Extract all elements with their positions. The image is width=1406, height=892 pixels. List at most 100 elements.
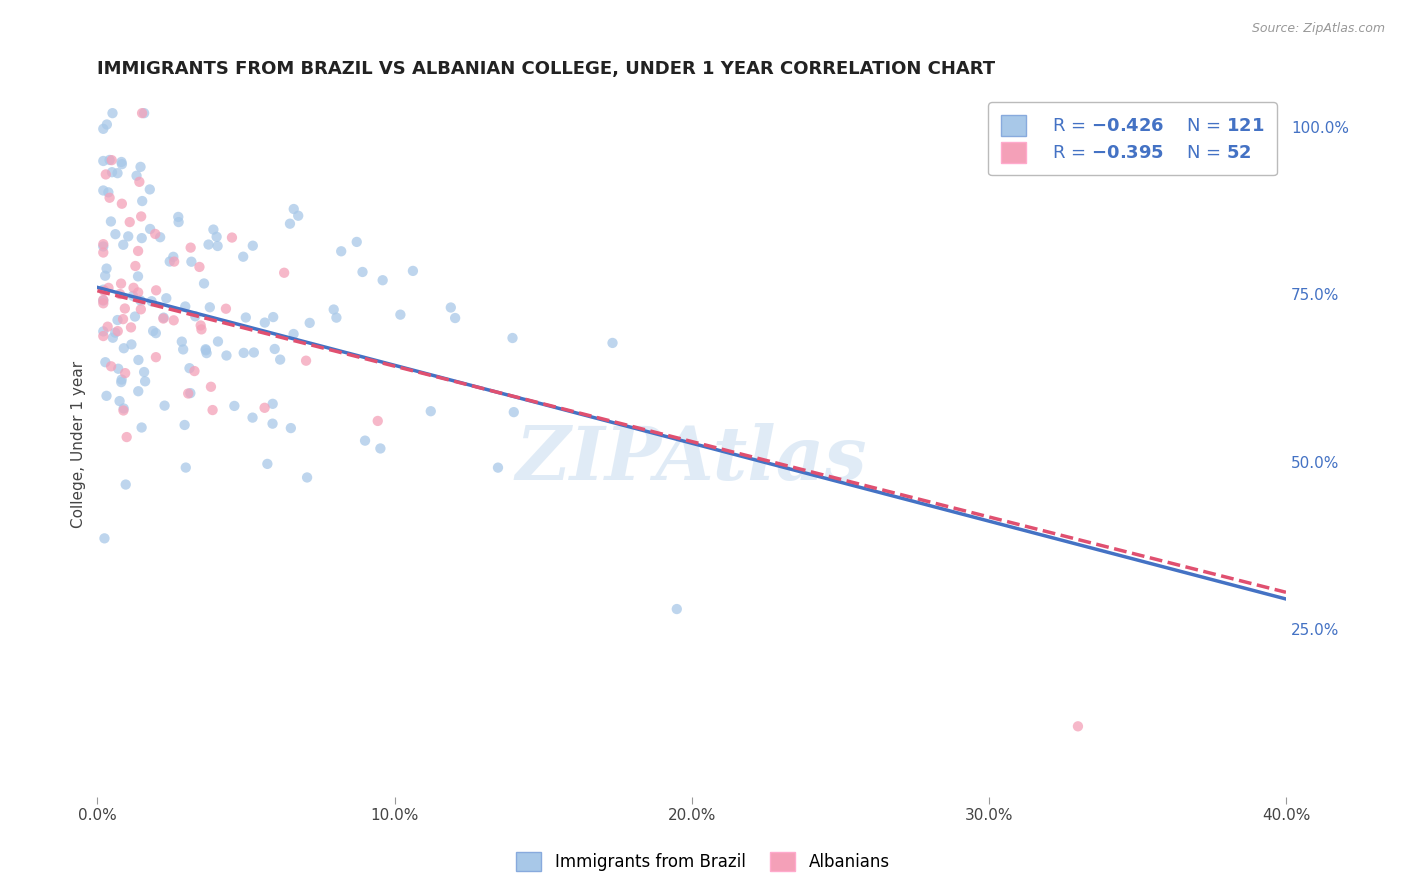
Point [167, 210, 190, 224]
Legend:   R = $\bf{-0.426}$    N = $\bf{121}$,   R = $\bf{-0.395}$    N = $\bf{52}$: R = $\bf{-0.426}$ N = $\bf{121}$, R = $\… [988, 102, 1277, 176]
Point [346, 235, 368, 249]
Point [93, 532, 115, 546]
Point [167, 215, 190, 229]
Point [184, 310, 207, 324]
Point [127, 269, 149, 284]
Point [97, 281, 120, 295]
Point [262, 417, 284, 431]
Point [665, 602, 688, 616]
Point [91, 329, 114, 343]
Point [194, 343, 217, 357]
Point [190, 322, 212, 336]
Point [224, 399, 246, 413]
Point [152, 310, 174, 325]
Point [262, 310, 284, 324]
Point [221, 230, 243, 244]
Point [295, 470, 318, 484]
Point [174, 460, 197, 475]
Point [232, 250, 254, 264]
Point [127, 353, 149, 368]
Point [120, 320, 142, 334]
Point [173, 417, 195, 432]
Text: IMMIGRANTS FROM BRAZIL VS ALBANIAN COLLEGE, UNDER 1 YEAR CORRELATION CHART: IMMIGRANTS FROM BRAZIL VS ALBANIAN COLLE… [97, 60, 995, 78]
Point [295, 353, 318, 368]
Point [124, 259, 146, 273]
Point [371, 273, 394, 287]
Point [107, 166, 129, 180]
Point [389, 308, 412, 322]
Point [179, 361, 201, 376]
Point [155, 291, 177, 305]
Point [145, 326, 167, 340]
Point [91, 239, 114, 253]
Point [98, 191, 121, 205]
Point [94, 168, 117, 182]
Point [112, 312, 135, 326]
Point [93, 284, 115, 298]
Point [602, 335, 624, 350]
Point [127, 384, 149, 399]
Point [215, 349, 238, 363]
Point [124, 310, 146, 324]
Point [287, 209, 309, 223]
Point [91, 283, 114, 297]
Point [131, 231, 153, 245]
Point [131, 194, 153, 208]
Point [419, 404, 441, 418]
Point [1067, 719, 1090, 733]
Point [278, 217, 301, 231]
Point [131, 106, 153, 120]
Point [190, 318, 212, 333]
Point [352, 265, 374, 279]
Point [197, 237, 219, 252]
Point [122, 281, 145, 295]
Point [100, 359, 122, 374]
Point [262, 397, 284, 411]
Point [91, 293, 114, 308]
Y-axis label: College, Under 1 year: College, Under 1 year [72, 361, 86, 528]
Point [107, 313, 129, 327]
Point [145, 350, 167, 364]
Point [202, 222, 225, 236]
Point [91, 245, 114, 260]
Point [127, 285, 149, 300]
Point [91, 325, 114, 339]
Point [112, 401, 135, 416]
Point [111, 373, 134, 387]
Point [193, 277, 215, 291]
Text: ZIPAtlas: ZIPAtlas [516, 423, 868, 495]
Point [96, 118, 118, 132]
Point [280, 421, 302, 435]
Point [91, 121, 114, 136]
Point [108, 287, 131, 301]
Point [502, 405, 524, 419]
Point [112, 403, 135, 417]
Point [172, 343, 194, 357]
Point [129, 293, 152, 308]
Point [91, 184, 114, 198]
Point [127, 244, 149, 258]
Point [256, 457, 278, 471]
Point [283, 202, 305, 216]
Point [243, 345, 266, 359]
Point [370, 442, 392, 456]
Point [134, 106, 156, 120]
Legend: Immigrants from Brazil, Albanians: Immigrants from Brazil, Albanians [508, 843, 898, 880]
Point [139, 222, 162, 236]
Point [131, 420, 153, 434]
Point [163, 254, 186, 268]
Point [142, 324, 165, 338]
Point [91, 293, 114, 307]
Point [114, 366, 136, 380]
Point [253, 316, 276, 330]
Point [91, 237, 114, 252]
Point [101, 331, 124, 345]
Point [174, 300, 197, 314]
Point [194, 343, 217, 358]
Point [118, 215, 141, 229]
Point [163, 313, 186, 327]
Point [97, 319, 120, 334]
Point [162, 250, 184, 264]
Point [91, 296, 114, 310]
Point [100, 153, 122, 168]
